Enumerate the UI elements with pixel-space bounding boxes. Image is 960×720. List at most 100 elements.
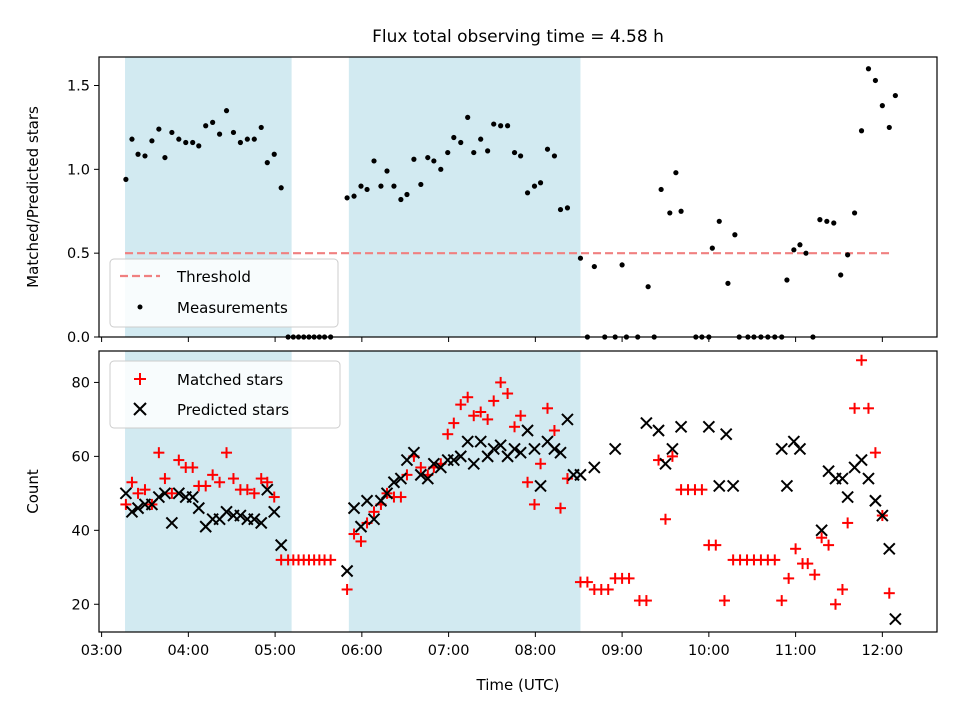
predicted-star-point (719, 427, 733, 441)
predicted-star-point (836, 472, 849, 485)
predicted-star-point (855, 453, 868, 467)
measurement-point (831, 220, 837, 226)
matched-star-point (659, 513, 671, 525)
predicted-star-point (192, 501, 205, 515)
counts-y-tick-label: 40 (72, 523, 90, 539)
measurement-point (879, 103, 885, 109)
matched-star-point (395, 491, 407, 503)
predicted-star-point (640, 416, 653, 430)
counts-y-tick-label: 60 (72, 449, 90, 465)
measurement-point (445, 149, 451, 156)
matched-star-point (856, 354, 868, 366)
ratio-y-axis-label: Matched/Predicted stars (24, 106, 42, 288)
matched-star-point (776, 595, 788, 607)
matched-star-point (502, 388, 514, 400)
measurement-point (278, 185, 284, 191)
predicted-star-point (876, 509, 889, 522)
matched-star-point (842, 517, 854, 529)
predicted-star-point (508, 442, 521, 456)
measurement-point (471, 149, 477, 156)
predicted-star-point (862, 472, 875, 485)
counts-y-axis-label: Count (24, 469, 42, 514)
measurement-point (491, 121, 497, 127)
measurement-point (784, 277, 790, 283)
predicted-star-point (234, 509, 247, 522)
ratio-legend: Threshold Measurements (109, 258, 339, 328)
predicted-legend-label: Predicted stars (177, 401, 289, 419)
ratio-y-tick-label: 0.0 (67, 330, 90, 346)
matched-star-point (248, 487, 260, 499)
measurement-point (531, 183, 538, 189)
measurement-point (391, 183, 397, 189)
predicted-star-point (125, 505, 139, 519)
measurement-point (210, 119, 216, 125)
matched-star-point (241, 484, 253, 496)
measurement-point (892, 92, 898, 99)
predicted-star-point (514, 446, 527, 459)
measurement-point (418, 181, 424, 188)
predicted-star-point (889, 612, 902, 626)
predicted-star-point (248, 513, 261, 526)
matched-star-point (214, 476, 226, 488)
ratio-y-tick-label: 1.5 (67, 79, 90, 95)
measurement-point (824, 218, 830, 224)
measurement-point (351, 193, 357, 199)
matched-star-point (448, 417, 460, 429)
predicted-star-point (494, 439, 507, 452)
measurement-point (678, 208, 684, 214)
predicted-star-point (347, 501, 361, 515)
predicted-star-point (775, 442, 788, 456)
matched-star-point (548, 424, 560, 436)
measurement-point (142, 153, 148, 159)
matched-star-point (769, 554, 781, 566)
predicted-star-point (652, 424, 665, 437)
counts-legend: Matched stars Predicted stars (109, 360, 341, 429)
measurement-point (216, 131, 223, 137)
x-axis-label: Time (UTC) (476, 676, 560, 694)
predicted-star-point (387, 476, 401, 489)
matched-star-point (830, 598, 842, 610)
measurement-point (851, 210, 858, 216)
measurement-point (465, 114, 471, 120)
measurement-point (817, 217, 823, 223)
measurement-point (803, 250, 809, 256)
matched-star-point (368, 506, 380, 518)
measurement-point (524, 190, 531, 196)
ratio-panel-frame (98, 56, 938, 338)
matched-star-point (261, 476, 273, 488)
measurement-point (190, 139, 196, 146)
measurement-point (886, 124, 892, 131)
matched-star-point (455, 399, 467, 411)
measurement-point (658, 186, 664, 193)
measurement-point (244, 136, 250, 142)
measurement-point (478, 136, 484, 142)
matched-star-point (166, 487, 178, 499)
matched-star-point (468, 410, 480, 422)
predicted-star-point (172, 487, 186, 500)
ratio-observing-window-2 (348, 57, 581, 337)
measurement-point (791, 247, 797, 253)
predicted-star-point (407, 446, 421, 459)
matched-star-point (126, 476, 138, 488)
predicted-star-point (666, 442, 679, 456)
predicted-star-point (360, 494, 374, 507)
predicted-star-point (354, 520, 368, 533)
matched-star-point (509, 421, 521, 433)
predicted-star-point (119, 487, 133, 500)
measurement-point (358, 183, 364, 189)
chart-title: Flux total observing time = 4.58 h (372, 27, 664, 47)
measurement-point (135, 151, 141, 157)
predicted-star-point (131, 501, 145, 515)
measurement-point (378, 183, 384, 189)
matched-star-point (816, 532, 828, 544)
measurement-point (732, 232, 738, 238)
ratio-y-tick-label: 0.5 (67, 246, 90, 262)
predicted-legend-swatch (133, 402, 147, 416)
matched-star-point (515, 410, 527, 422)
x-tick-label: 12:00 (861, 643, 903, 659)
matched-star-point (139, 484, 151, 496)
measurement-point (431, 158, 437, 164)
matched-star-point (528, 498, 540, 510)
predicted-star-point (487, 442, 500, 456)
counts-panel-frame (98, 350, 938, 633)
